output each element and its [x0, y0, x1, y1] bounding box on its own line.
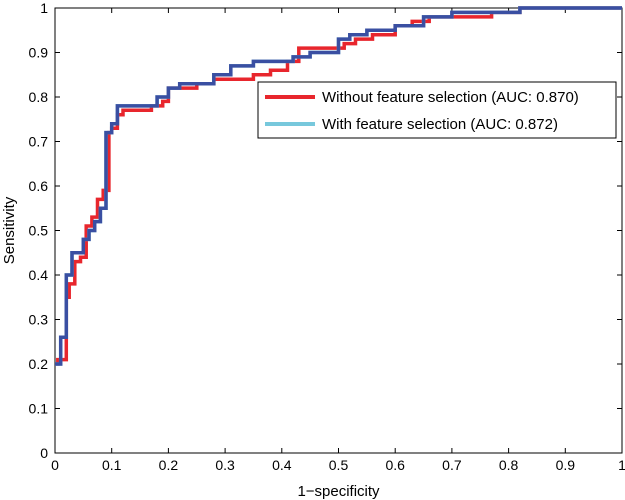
y-tick-label: 0.3	[29, 312, 49, 328]
y-tick-label: 0.5	[29, 223, 49, 239]
legend: Without feature selection (AUC: 0.870) Wi…	[257, 81, 617, 139]
y-tick-label: 0.6	[29, 178, 49, 194]
y-tick-label: 0.2	[29, 356, 49, 372]
y-tick-label: 0.7	[29, 134, 49, 150]
x-tick-label: 0	[51, 457, 59, 473]
x-axis-label: 1−specificity	[297, 483, 380, 500]
x-tick-label: 1	[618, 457, 625, 473]
x-tick-label: 0.9	[556, 457, 576, 473]
legend-box	[257, 81, 617, 139]
y-tick-label: 0	[40, 445, 48, 461]
y-tick-label: 0.4	[29, 267, 49, 283]
y-tick-label: 0.1	[29, 401, 49, 417]
y-tick-label: 0.8	[29, 89, 49, 105]
x-tick-label: 0.6	[385, 457, 405, 473]
plot-area	[54, 7, 623, 454]
x-axis-ticks: 0 0.1 0.2 0.3 0.4 0.5 0.6 0.7 0.8 0.9 1	[51, 8, 625, 473]
plot-frame	[54, 7, 623, 454]
x-tick-label: 0.3	[215, 457, 235, 473]
series-layer	[55, 6, 622, 366]
legend-label: Without feature selection (AUC: 0.870)	[322, 89, 579, 106]
x-tick-label: 0.7	[442, 457, 462, 473]
x-tick-label: 0.5	[329, 457, 349, 473]
series-line-overlay	[55, 6, 622, 366]
y-axis-ticks: 0 0.1 0.2 0.3 0.4 0.5 0.6 0.7 0.8 0.9 1	[29, 0, 622, 461]
x-tick-label: 0.4	[272, 457, 292, 473]
x-tick-label: 0.1	[102, 457, 122, 473]
x-tick-label: 0.2	[159, 457, 179, 473]
y-tick-label: 1	[40, 0, 48, 16]
y-axis-label: Sensitivity	[1, 196, 18, 264]
x-tick-label: 0.8	[499, 457, 519, 473]
y-tick-label: 0.9	[29, 45, 49, 61]
legend-label: With feature selection (AUC: 0.872)	[322, 116, 558, 133]
